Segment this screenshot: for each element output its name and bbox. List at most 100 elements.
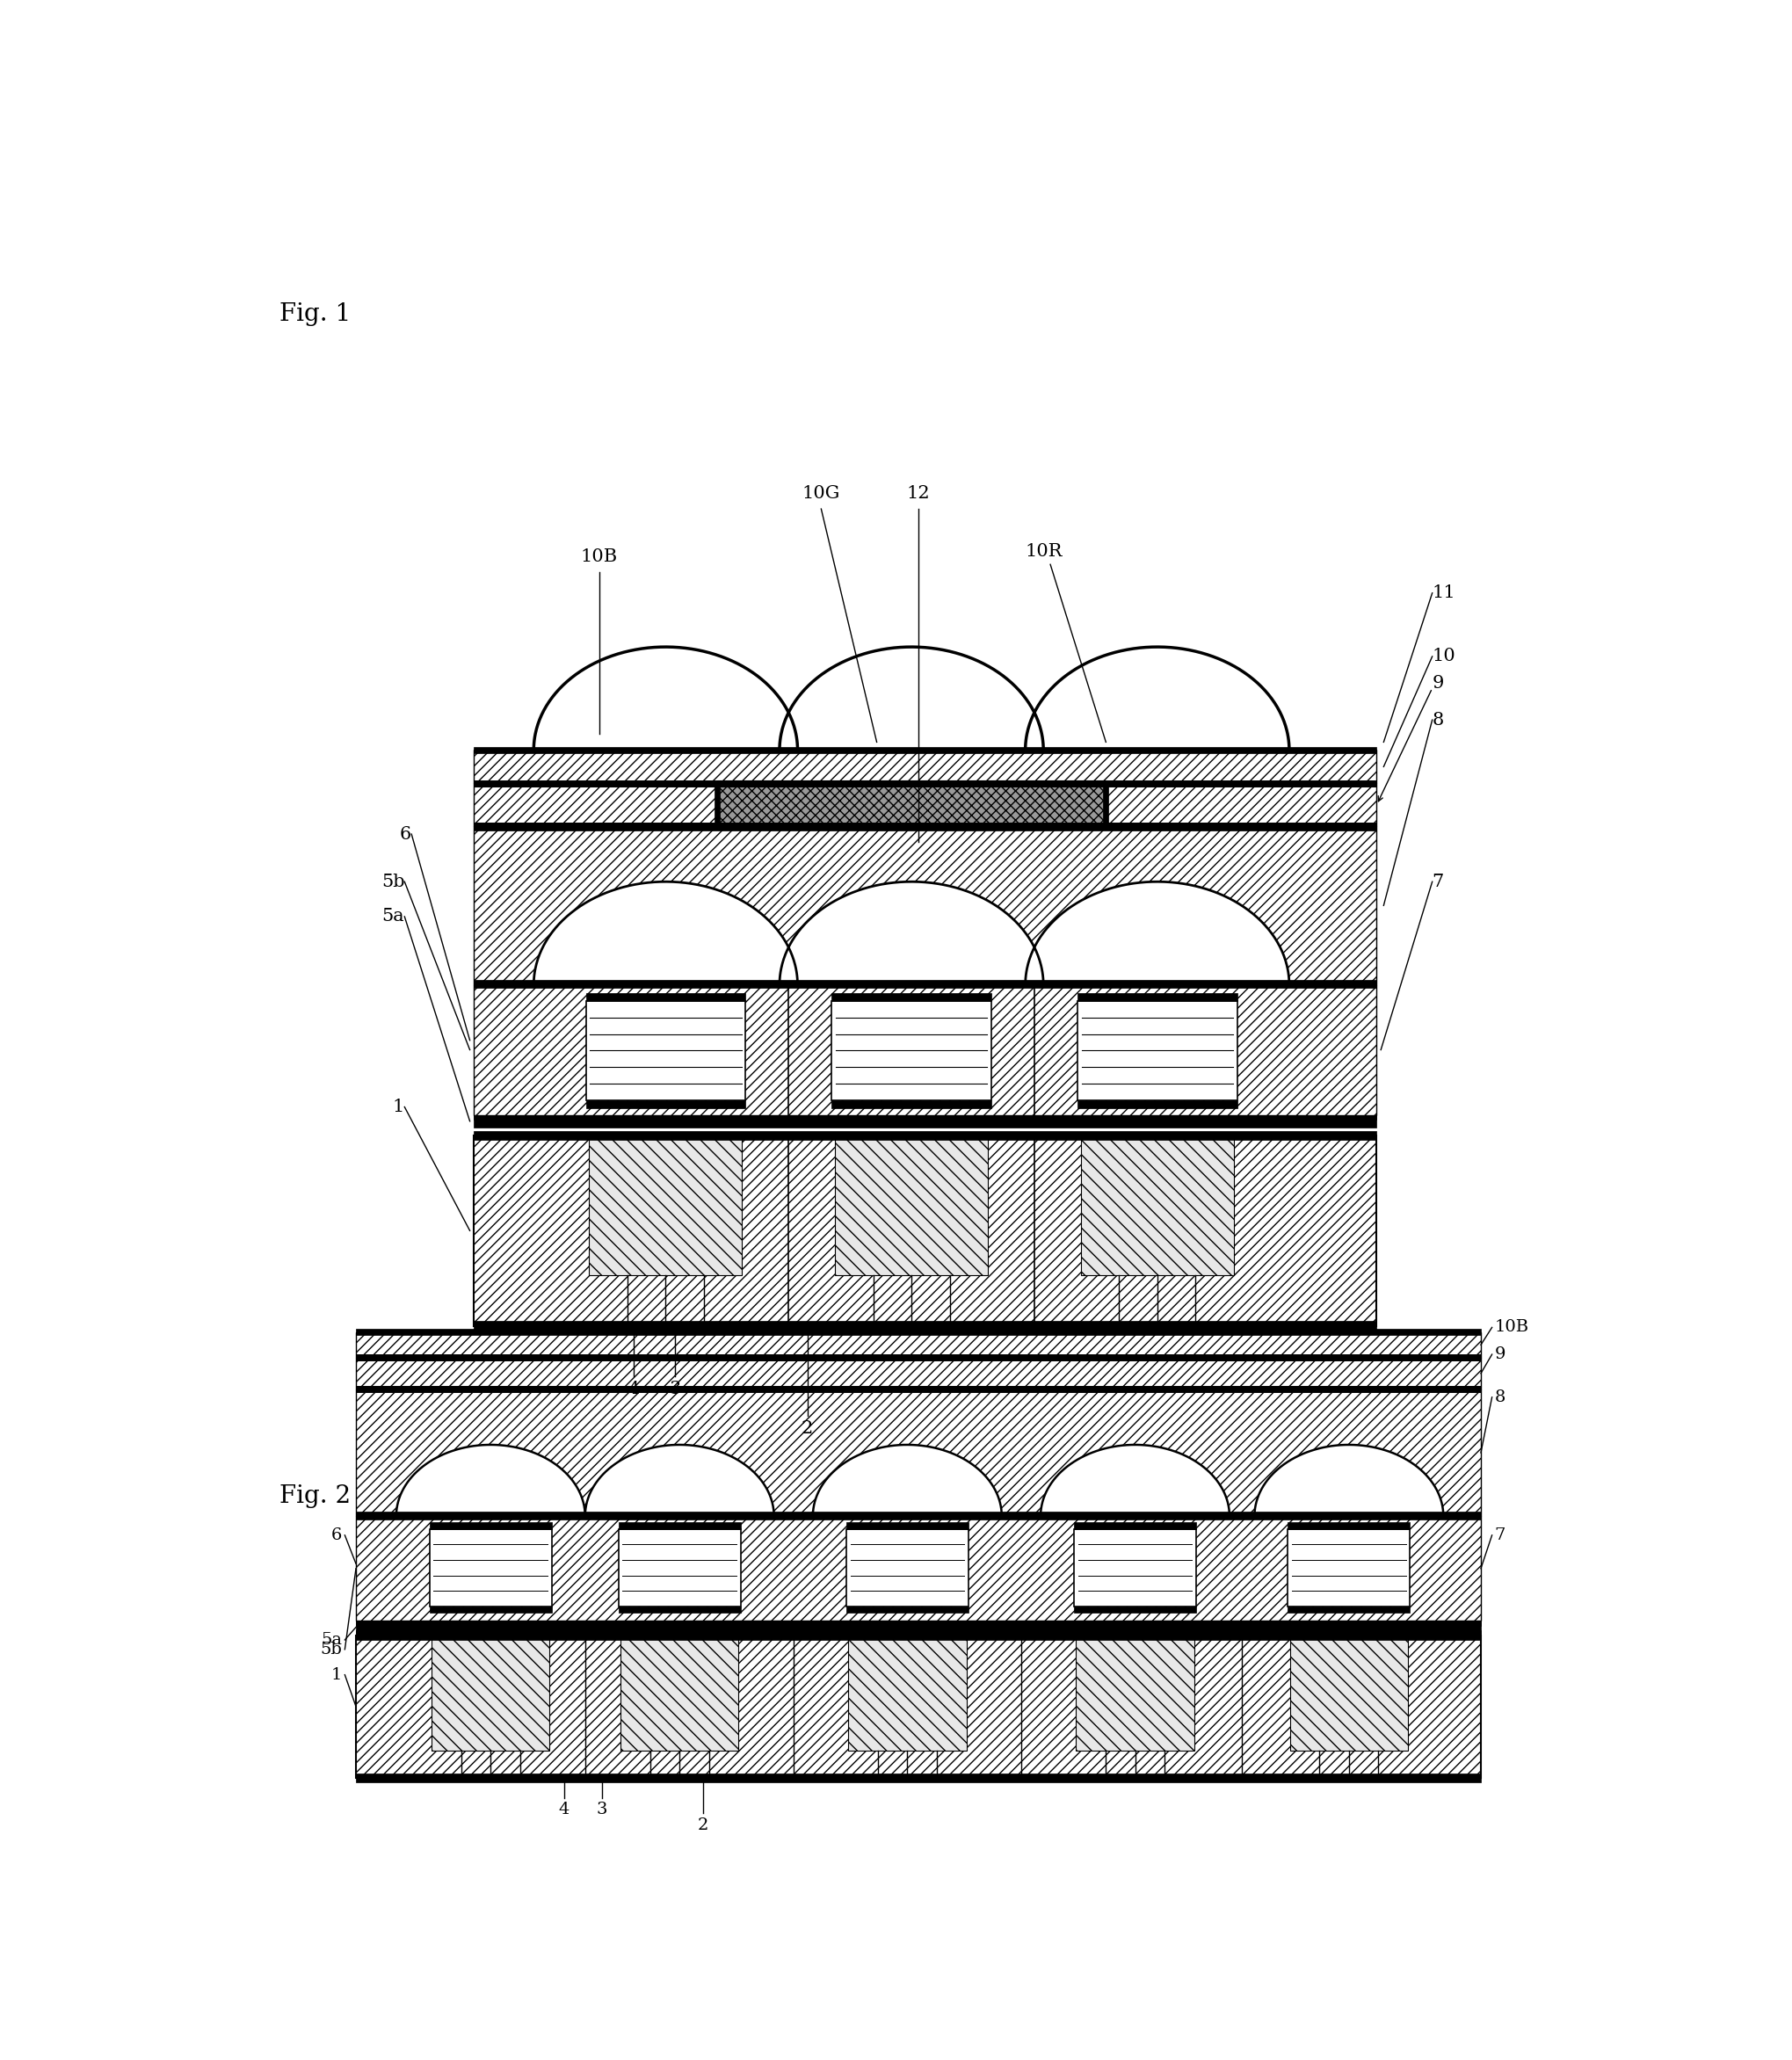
Bar [357,1358,1480,1388]
Bar [473,983,1376,989]
Bar [1073,1607,1197,1613]
Bar [473,750,1376,783]
Bar [1077,1100,1236,1108]
Text: 10: 10 [1432,649,1455,665]
Text: 1: 1 [332,1667,342,1683]
Bar [473,824,1376,830]
Bar [357,1516,1480,1621]
Bar [357,1512,1480,1516]
Bar [430,1607,552,1613]
Bar [1073,1522,1197,1529]
Bar [473,783,1376,826]
Text: 9: 9 [1495,1347,1505,1362]
Text: 5a: 5a [321,1632,342,1648]
Bar [1075,1636,1193,1751]
Bar [618,1529,740,1607]
Text: 3: 3 [597,1802,607,1817]
Bar [1081,1135,1233,1275]
Text: 5a: 5a [382,908,405,925]
Bar [846,1607,968,1613]
Bar [357,1512,1480,1520]
Bar [473,985,1376,1114]
Text: 10G: 10G [803,484,840,501]
Text: 7: 7 [1495,1526,1505,1543]
Text: 9: 9 [1432,676,1444,692]
Text: Fig. 2: Fig. 2 [280,1485,351,1508]
Text: 4: 4 [559,1802,570,1817]
Bar [831,1100,991,1108]
Bar [618,1607,740,1613]
Bar [432,1636,550,1751]
Bar [848,1636,966,1751]
Bar [473,781,1376,787]
Bar [618,1522,740,1529]
Bar [430,1522,552,1529]
Bar [357,1388,1480,1516]
Text: 2: 2 [801,1421,814,1438]
Bar [620,1636,738,1751]
Bar [473,826,1376,985]
Bar [357,1386,1480,1393]
Text: 2: 2 [697,1817,708,1833]
Bar [473,1320,1376,1331]
Text: 8: 8 [1495,1388,1505,1405]
Bar [1288,1607,1410,1613]
Bar [473,1131,1376,1141]
Text: 12: 12 [907,484,930,501]
Bar [473,748,1376,754]
Bar [586,1100,745,1108]
Text: 10B: 10B [1495,1320,1529,1335]
Polygon shape [586,1444,774,1516]
Bar [586,993,745,1001]
Text: 5b: 5b [321,1642,342,1658]
Polygon shape [396,1444,586,1516]
Polygon shape [1025,882,1288,985]
Polygon shape [814,1444,1002,1516]
Bar [831,993,991,1001]
Text: 10B: 10B [581,548,618,564]
Bar [357,1636,1480,1778]
Bar [586,1001,745,1100]
Text: 4: 4 [627,1380,640,1397]
Bar [473,824,1376,830]
Bar [835,1135,987,1275]
Text: 11: 11 [1432,585,1455,602]
Bar [715,783,720,826]
Bar [357,1333,1480,1358]
Bar [1290,1636,1409,1751]
Text: 3: 3 [670,1380,681,1397]
Polygon shape [1041,1444,1229,1516]
Text: 1: 1 [392,1098,405,1114]
Text: 5b: 5b [382,873,405,890]
Bar [1104,783,1109,826]
Bar [473,1114,1376,1121]
Polygon shape [534,882,797,985]
Bar [1073,1529,1197,1607]
Bar [473,981,1376,985]
Bar [1077,993,1236,1001]
Polygon shape [1254,1444,1443,1516]
Bar [357,1621,1480,1625]
Bar [357,1329,1480,1335]
Bar [357,1353,1480,1362]
Bar [831,1001,991,1100]
Bar [1077,1001,1236,1100]
Bar [846,1529,968,1607]
Text: 7: 7 [1432,873,1444,890]
Bar [846,1522,968,1529]
Polygon shape [780,882,1043,985]
Text: 10R: 10R [1025,544,1063,560]
Bar [590,1135,742,1275]
Bar [473,781,1376,787]
Bar [357,1774,1480,1782]
Bar [357,1621,1480,1634]
Bar [357,1386,1480,1393]
Bar [473,1114,1376,1127]
Bar [430,1529,552,1607]
Bar [357,1629,1480,1640]
Text: 6: 6 [332,1526,342,1543]
Bar [717,781,1106,830]
Text: 6: 6 [400,826,412,843]
Bar [473,1135,1376,1327]
Bar [1288,1522,1410,1529]
